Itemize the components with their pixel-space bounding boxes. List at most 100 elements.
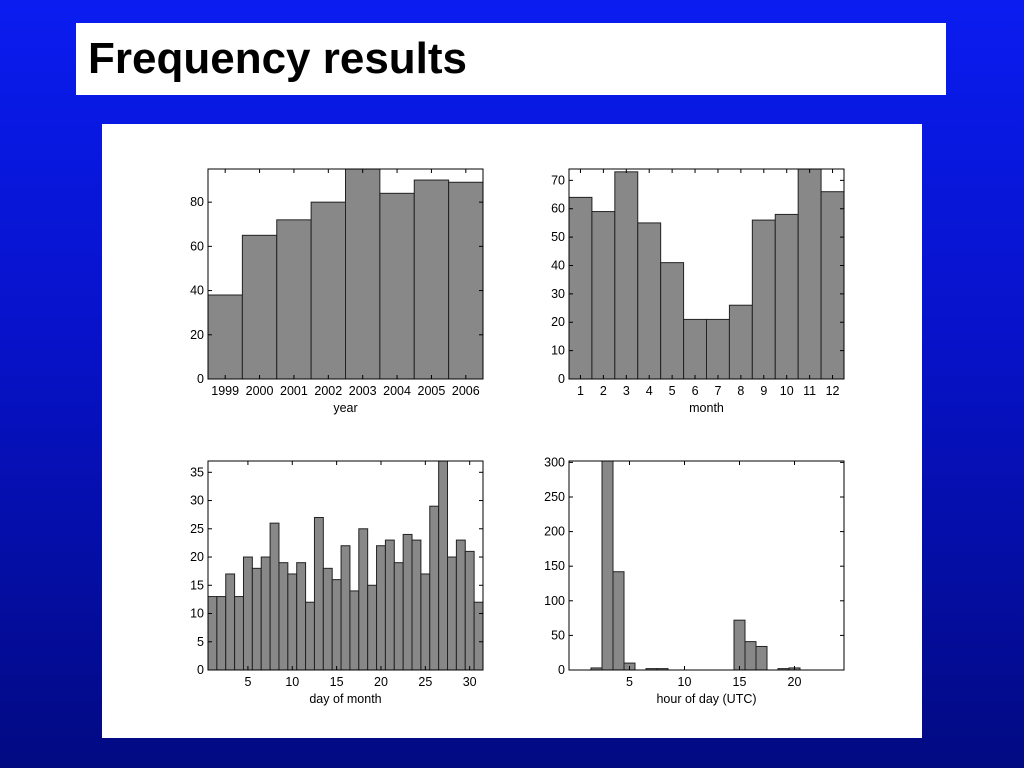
year-ytick-label: 0 — [197, 372, 204, 386]
hour-ytick-label: 250 — [544, 490, 565, 504]
month-ytick-label: 20 — [551, 315, 565, 329]
day-bar — [305, 601, 315, 671]
month-ytick-label: 30 — [551, 287, 565, 301]
day-ytick-label: 20 — [190, 550, 204, 564]
year-ytick-label: 60 — [190, 239, 204, 253]
hour-xlabel: hour of day (UTC) — [656, 692, 756, 706]
day-ytick-label: 35 — [190, 465, 204, 479]
month-xtick-label: 7 — [714, 384, 721, 398]
day-xtick-label: 5 — [244, 675, 251, 689]
month-ytick-label: 50 — [551, 230, 565, 244]
year-xtick-label: 2005 — [418, 384, 446, 398]
day-bar — [216, 596, 227, 671]
day-bar — [349, 590, 360, 671]
day-bar — [393, 562, 404, 671]
slide-title: Frequency results — [88, 34, 468, 83]
month-ytick-label: 70 — [551, 173, 565, 187]
day-ytick-label: 15 — [190, 578, 204, 592]
month-xtick-label: 8 — [737, 384, 744, 398]
day-bar — [455, 539, 466, 671]
month-xtick-label: 11 — [803, 384, 816, 398]
month-bar — [751, 219, 776, 380]
year-xtick-label: 2004 — [383, 384, 411, 398]
day-ytick-label: 30 — [190, 494, 204, 508]
year-axes-frame — [207, 168, 484, 380]
day-bar — [322, 567, 333, 671]
hour-ytick-label: 200 — [544, 525, 565, 539]
month-bar — [797, 168, 822, 380]
month-bar — [706, 318, 730, 380]
month-xtick-label: 1 — [577, 384, 584, 398]
year-bar — [448, 181, 484, 380]
month-xtick-label: 10 — [780, 384, 794, 398]
day-bar — [251, 567, 262, 671]
month-xtick-label: 5 — [669, 384, 676, 398]
hour-ytick-label: 50 — [551, 628, 565, 642]
hour-bar — [733, 619, 746, 671]
day-bar — [278, 562, 289, 671]
day-xtick-label: 25 — [418, 675, 432, 689]
day-bar — [438, 460, 449, 671]
hour-xtick-label: 20 — [788, 675, 802, 689]
year-bar — [241, 234, 278, 380]
day-bar — [464, 550, 475, 671]
day-ytick-label: 10 — [190, 607, 204, 621]
day-xtick-label: 15 — [330, 675, 344, 689]
day-bar — [269, 522, 280, 671]
hour-xtick-label: 15 — [733, 675, 747, 689]
year-xtick-label: 1999 — [211, 384, 239, 398]
day-bar — [331, 579, 342, 671]
hour-chart: 0 50 100 150 200 250 300 5 10 15 20 hour of day (UT… — [544, 455, 845, 706]
month-xtick-label: 12 — [826, 384, 840, 398]
hour-ytick-label: 0 — [558, 663, 565, 677]
day-xlabel: day of month — [309, 692, 381, 706]
month-bar — [683, 318, 707, 380]
day-ytick-label: 25 — [190, 522, 204, 536]
year-xtick-label: 2001 — [280, 384, 308, 398]
day-bar — [411, 539, 422, 671]
day-bar — [234, 596, 244, 671]
month-bar — [591, 211, 616, 380]
day-bar — [429, 505, 440, 671]
hour-axes-frame — [568, 460, 845, 671]
year-bar — [276, 219, 312, 380]
year-bar — [345, 168, 381, 380]
year-chart: 0 20 40 60 80 1999 2000 2001 2002 2003 2004 2005 200… — [190, 168, 484, 415]
day-bar — [384, 539, 395, 671]
day-bar — [296, 562, 307, 671]
hour-ytick-label: 150 — [544, 559, 565, 573]
day-bar — [260, 556, 271, 671]
hour-xtick-label: 5 — [626, 675, 633, 689]
month-xtick-label: 9 — [760, 384, 767, 398]
day-bar — [376, 545, 386, 671]
year-ytick-label: 20 — [190, 328, 204, 342]
hour-bar — [744, 641, 757, 671]
hour-bar — [755, 645, 768, 671]
day-xtick-label: 30 — [463, 675, 477, 689]
day-ytick-label: 5 — [197, 635, 204, 649]
year-xlabel: year — [333, 401, 357, 415]
year-xtick-label: 2000 — [246, 384, 274, 398]
day-bar — [367, 584, 378, 671]
year-bar — [413, 179, 450, 380]
day-bar — [340, 545, 351, 671]
day-xtick-label: 10 — [285, 675, 299, 689]
hour-ytick-label: 300 — [544, 455, 565, 469]
month-bar — [728, 304, 753, 380]
month-xtick-label: 2 — [600, 384, 607, 398]
month-axes-frame — [568, 168, 845, 380]
month-xtick-label: 4 — [646, 384, 653, 398]
day-bar — [287, 573, 298, 671]
year-bar — [310, 201, 346, 380]
month-bar — [637, 222, 662, 380]
day-bar — [207, 596, 218, 671]
day-bar — [225, 573, 236, 671]
year-bar — [207, 294, 243, 380]
hour-bar — [612, 571, 625, 671]
day-bar — [313, 516, 324, 671]
day-bar — [420, 573, 431, 671]
month-xtick-label: 6 — [692, 384, 699, 398]
day-chart: 0 5 10 15 20 25 30 35 5 10 15 20 25 30 day of month — [190, 460, 484, 706]
year-ytick-label: 40 — [190, 284, 204, 298]
